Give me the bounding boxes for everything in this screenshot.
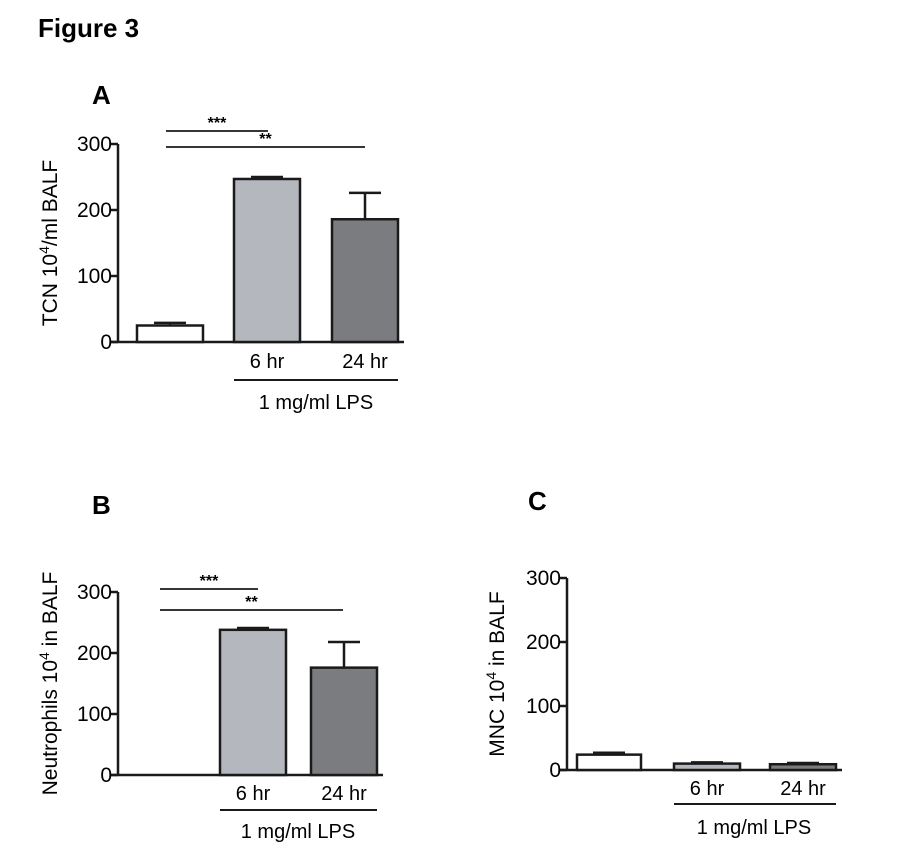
- y-tick-label-a: 300: [77, 133, 112, 156]
- y-axis-label-rest: in BALF: [39, 572, 62, 653]
- group-label-c: 1 mg/ml LPS: [697, 817, 811, 839]
- category-label-b-1: 6 hr: [236, 783, 271, 805]
- panel-label-c: C: [528, 486, 547, 516]
- panel-label-b: B: [92, 490, 111, 520]
- bar-a-2: [330, 217, 400, 344]
- y-tick-label-c: 0: [549, 759, 561, 782]
- bar-b-2: [309, 666, 379, 777]
- y-tick-label-b: 100: [77, 703, 112, 726]
- bar-a-0: [135, 324, 205, 344]
- figure-title: Figure 3: [38, 13, 139, 43]
- panel-b: B 0 100 200 300 Neutrophils 104 in BALF 6 hr 2…: [36, 490, 383, 843]
- panel-label-a: A: [92, 80, 111, 110]
- group-label-b: 1 mg/ml LPS: [241, 821, 355, 843]
- category-label-a-1: 6 hr: [250, 351, 285, 373]
- bar-b-1: [218, 628, 288, 777]
- y-tick-label-a: 0: [100, 331, 112, 354]
- y-tick-label-a: 200: [77, 199, 112, 222]
- y-tick-label-c: 300: [526, 567, 561, 590]
- y-axis-label-rest: /ml BALF: [39, 160, 62, 246]
- y-axis-label-rest: in BALF: [486, 591, 509, 672]
- y-axis-label-sup: 4: [483, 672, 499, 680]
- group-label-a: 1 mg/ml LPS: [259, 392, 373, 414]
- y-axis-label-sup: 4: [36, 652, 52, 660]
- y-axis-label-b: Neutrophils 104 in BALF: [36, 572, 62, 796]
- y-axis-label-main: MNC 10: [486, 680, 509, 757]
- bar-a-1: [232, 177, 302, 344]
- category-label-c-2: 24 hr: [780, 778, 826, 800]
- category-label-c-1: 6 hr: [690, 778, 725, 800]
- category-label-b-2: 24 hr: [321, 783, 367, 805]
- y-tick-label-c: 100: [526, 695, 561, 718]
- y-axis-label-sup: 4: [36, 246, 52, 254]
- significance-label-a: **: [259, 131, 272, 148]
- category-label-a-2: 24 hr: [342, 351, 388, 373]
- y-tick-label-b: 200: [77, 642, 112, 665]
- y-axis-label-a: TCN 104/ml BALF: [36, 160, 62, 327]
- bar-c-2: [768, 762, 838, 772]
- bar-c-0: [575, 753, 643, 772]
- panel-c: C 0 100 200 300 MNC 104 in BALF 6 hr 24 hr 1 mg…: [483, 486, 842, 839]
- bar-c-1: [672, 762, 742, 772]
- significance-label-a: ***: [208, 115, 227, 132]
- y-tick-label-b: 0: [100, 764, 112, 787]
- significance-label-b: ***: [200, 573, 219, 590]
- y-tick-label-a: 100: [77, 265, 112, 288]
- y-tick-label-b: 300: [77, 581, 112, 604]
- y-axis-label-c: MNC 104 in BALF: [483, 591, 509, 756]
- significance-label-b: **: [245, 594, 258, 611]
- y-axis-label-main: Neutrophils 10: [39, 660, 62, 795]
- y-axis-label-main: TCN 10: [39, 254, 62, 326]
- y-tick-label-c: 200: [526, 631, 561, 654]
